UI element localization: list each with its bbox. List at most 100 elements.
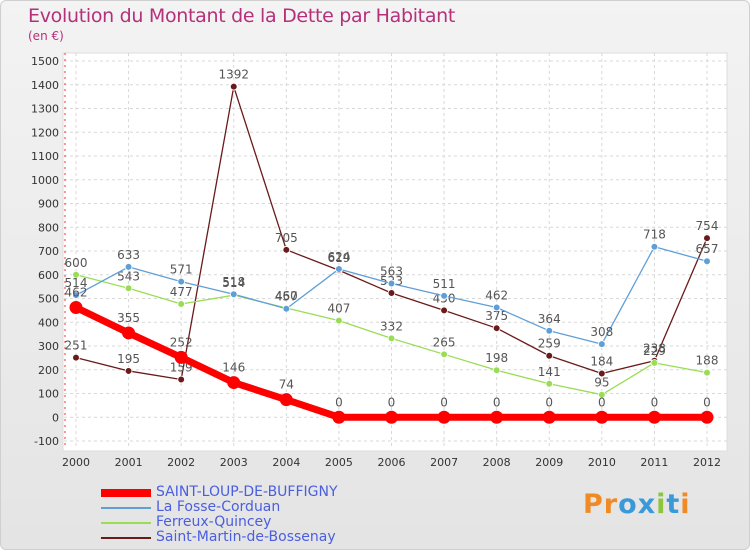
x-tick-label: 2005	[325, 456, 353, 469]
data-point	[545, 351, 554, 360]
data-label: 1392	[218, 68, 249, 82]
data-point	[598, 340, 606, 348]
data-label: 265	[433, 335, 456, 349]
x-tick-label: 2009	[535, 456, 563, 469]
data-point	[229, 290, 238, 299]
data-point	[174, 350, 188, 364]
legend-swatch	[101, 522, 151, 524]
data-point	[177, 300, 185, 308]
data-point	[440, 306, 448, 315]
data-label: 619	[327, 251, 350, 265]
x-tick-label: 2011	[640, 456, 668, 469]
data-point	[387, 279, 396, 288]
legend-swatch	[101, 507, 151, 509]
data-point	[335, 316, 343, 325]
logo-letter: P	[583, 489, 604, 520]
data-point	[387, 334, 396, 343]
data-label: 0	[703, 395, 711, 409]
data-point	[545, 379, 554, 388]
data-label: 332	[380, 319, 403, 333]
data-label: 364	[538, 312, 561, 326]
data-point	[282, 304, 291, 313]
data-label: 0	[598, 395, 606, 409]
data-point	[69, 301, 83, 315]
y-tick-label: 1200	[31, 126, 59, 139]
data-point	[650, 242, 659, 251]
y-tick-label: 1500	[31, 55, 59, 68]
data-point	[598, 369, 606, 378]
data-point	[124, 367, 133, 375]
data-point	[492, 366, 501, 375]
x-tick-label: 2000	[62, 456, 90, 469]
y-tick-label: 300	[38, 340, 59, 353]
data-label: 146	[222, 361, 245, 375]
data-label: 188	[696, 354, 719, 368]
data-label: 407	[327, 302, 350, 316]
data-point	[177, 277, 185, 286]
data-label: 184	[590, 355, 613, 369]
logo-letter: i	[656, 489, 667, 520]
data-label: 198	[485, 351, 508, 365]
data-point	[387, 289, 396, 297]
data-label: 571	[170, 263, 193, 277]
data-label: 624	[327, 250, 350, 264]
logo-letter: x	[637, 489, 657, 520]
data-point	[492, 303, 501, 312]
data-point	[332, 410, 346, 424]
y-tick-label: 100	[38, 388, 59, 401]
y-tick-label: 600	[38, 269, 59, 282]
data-label: 252	[170, 335, 193, 349]
data-label: 705	[275, 231, 298, 245]
data-point	[598, 390, 606, 399]
chart-subtitle: (en €)	[28, 29, 64, 43]
data-point	[703, 368, 711, 377]
data-point	[122, 326, 136, 340]
data-label: 0	[440, 395, 448, 409]
data-label: 754	[696, 219, 719, 233]
data-point	[492, 324, 501, 332]
data-label: 477	[170, 285, 193, 299]
x-tick-label: 2007	[430, 456, 458, 469]
data-label: 259	[538, 337, 561, 351]
data-label: 543	[117, 269, 140, 283]
data-point	[542, 410, 556, 424]
x-tick-label: 2004	[272, 456, 300, 469]
data-label: 375	[485, 309, 508, 323]
data-point	[440, 292, 448, 300]
y-tick-label: -100	[34, 435, 59, 448]
chart-title: Evolution du Montant de la Dette par Hab…	[28, 5, 456, 27]
data-label: 0	[335, 395, 343, 409]
data-label: 718	[643, 228, 666, 242]
data-point	[703, 234, 711, 242]
y-tick-label: 500	[38, 293, 59, 306]
data-label: 600	[65, 256, 88, 270]
logo-letter: o	[618, 489, 638, 520]
data-label: 229	[643, 344, 666, 358]
data-label: 457	[275, 290, 298, 304]
y-tick-label: 200	[38, 364, 59, 377]
x-tick-label: 2010	[588, 456, 616, 469]
legend-swatch	[101, 489, 151, 497]
y-tick-label: 1300	[31, 103, 59, 116]
y-tick-label: 700	[38, 245, 59, 258]
proxiti-logo: Proxiti	[583, 489, 691, 520]
data-point	[703, 257, 711, 266]
y-tick-label: 1000	[31, 174, 59, 187]
y-tick-label: 900	[38, 198, 59, 211]
data-label: 141	[538, 365, 561, 379]
legend-label: Saint-Martin-de-Bossenay	[156, 529, 336, 545]
data-point	[385, 410, 398, 424]
data-point	[227, 376, 241, 390]
data-point	[700, 410, 714, 424]
data-point	[124, 284, 133, 293]
data-point	[229, 82, 238, 91]
x-tick-label: 2003	[220, 456, 248, 469]
data-point	[490, 410, 504, 424]
data-label: 238	[643, 342, 666, 356]
data-point	[440, 350, 448, 359]
x-tick-label: 2012	[693, 456, 721, 469]
legend-label: La Fosse-Corduan	[156, 499, 281, 515]
data-label: 460	[275, 289, 298, 303]
